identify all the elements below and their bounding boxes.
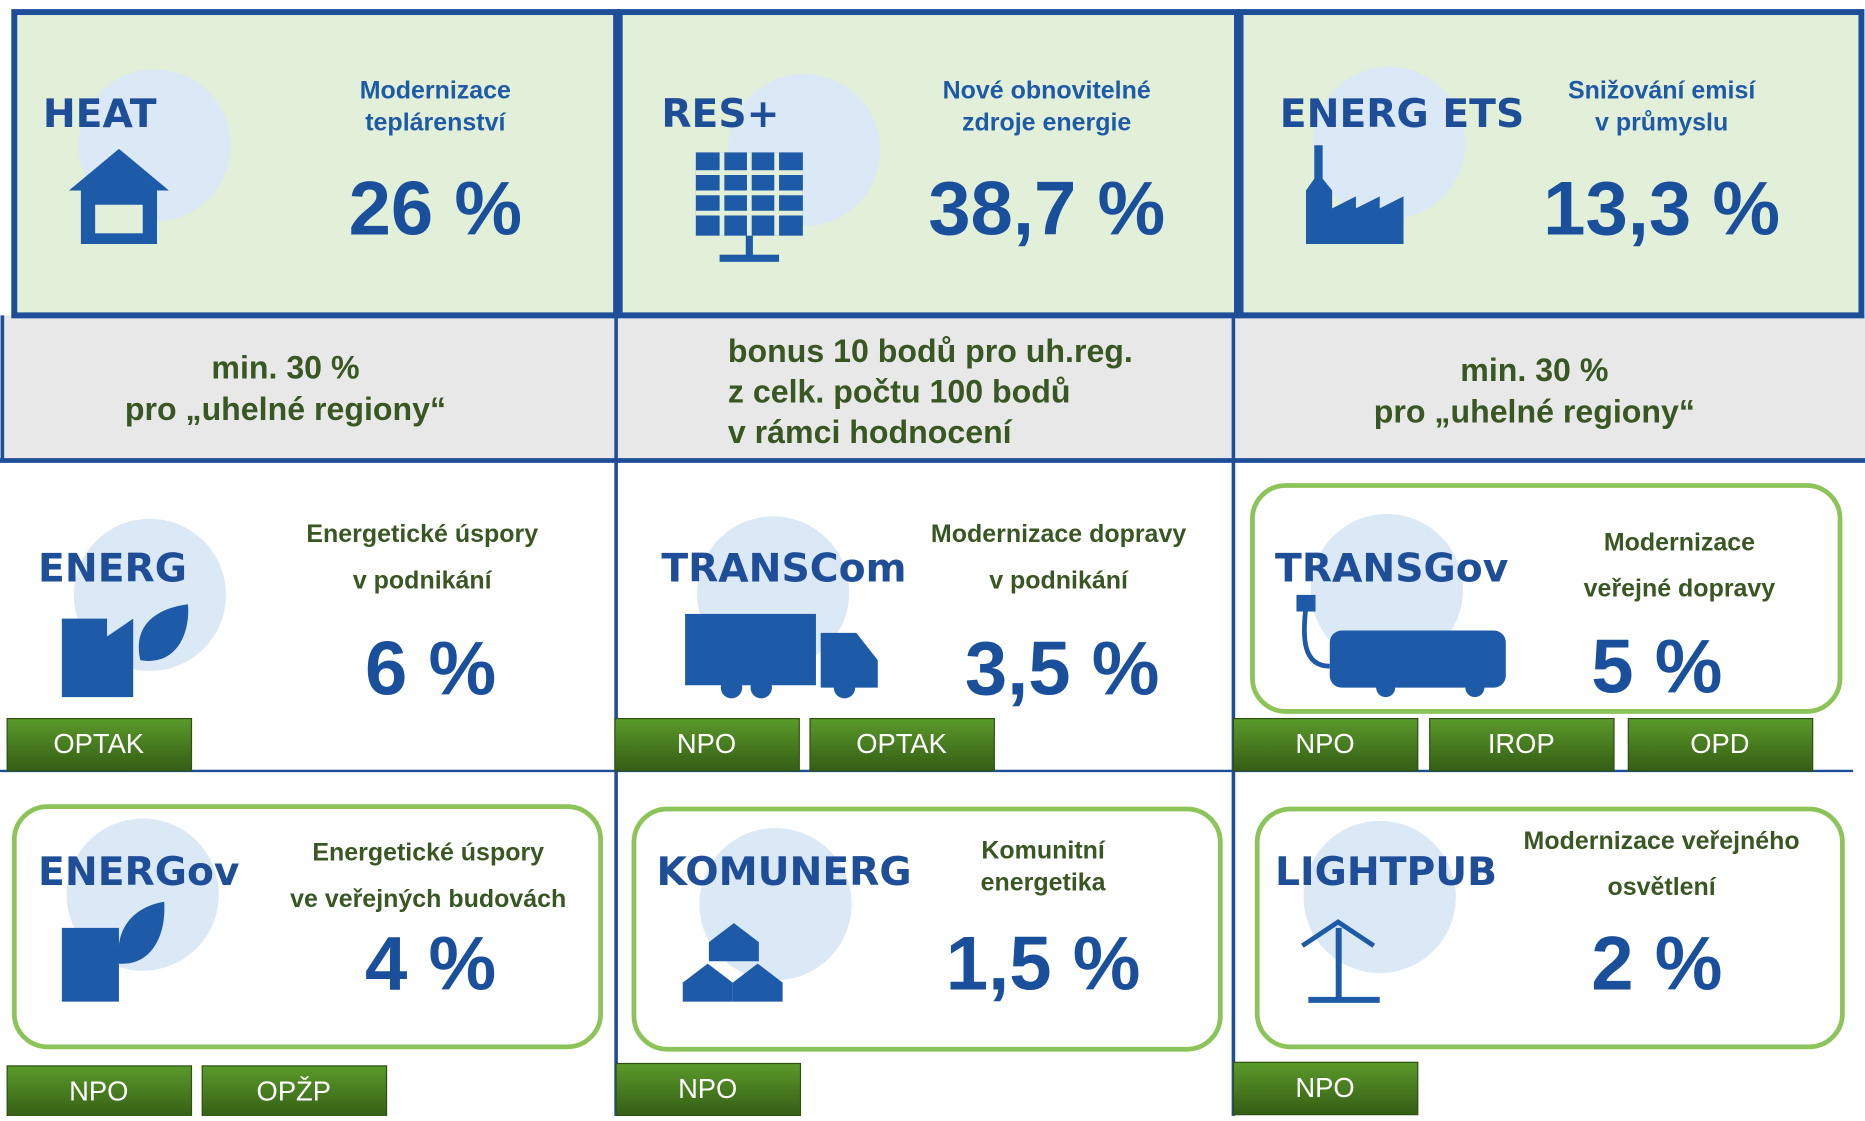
program-badge	[6, 1065, 193, 1119]
panel-code: RES+	[661, 92, 779, 137]
panel-description: Energetické úspory	[312, 839, 544, 867]
panel-share: 6 %	[365, 627, 496, 712]
panel-note: z celk. počtu 100 bodů	[728, 373, 1071, 409]
panel-outline	[631, 806, 1223, 1052]
panel-code: ENERG	[38, 547, 187, 592]
panel-code: ENERGov	[38, 850, 240, 895]
panel-description: teplárenství	[365, 108, 506, 136]
panel-code: TRANSGov	[1275, 547, 1509, 592]
panel-note: bonus 10 bodů pro uh.reg.	[728, 333, 1133, 369]
panel-description: osvětlení	[1607, 873, 1716, 901]
panel-share: 5 %	[1591, 624, 1722, 709]
panel-description: v průmyslu	[1595, 108, 1728, 136]
program-label: NPO	[1295, 728, 1354, 759]
panel-code: KOMUNERG	[657, 850, 912, 895]
panel-share: 38,7 %	[928, 166, 1165, 251]
panel-share: 13,3 %	[1543, 166, 1780, 251]
panel-description: Modernizace	[360, 76, 511, 104]
panel-description: Modernizace	[1604, 528, 1755, 556]
program-label: OPD	[1690, 728, 1749, 759]
panel-description: zdroje energie	[962, 108, 1131, 136]
program-label: OPTAK	[53, 728, 144, 759]
panel-description: v podnikání	[353, 566, 493, 594]
program-badge	[1429, 717, 1615, 772]
program-label: NPO	[69, 1075, 128, 1106]
panel-outline	[11, 804, 604, 1050]
panel-note: min. 30 %	[211, 350, 359, 386]
panel-share: 3,5 %	[965, 627, 1160, 712]
panel-description: Modernizace dopravy	[931, 520, 1186, 548]
panel-code: HEAT	[43, 92, 157, 137]
program-label: IROP	[1488, 728, 1555, 759]
panel-outline	[1254, 806, 1845, 1050]
panel-description: Komunitní	[981, 836, 1105, 864]
panel-description: Energetické úspory	[306, 520, 538, 548]
program-badge	[1232, 1061, 1419, 1116]
note-band	[0, 315, 1865, 461]
panel-code: TRANSCom	[661, 547, 906, 592]
panel-share: 26 %	[349, 166, 522, 251]
panel-description: ve veřejných budovách	[290, 885, 566, 913]
program-badge	[1627, 717, 1814, 772]
program-label: NPO	[678, 1073, 737, 1104]
panel-description: v podnikání	[989, 566, 1129, 594]
program-badge	[201, 1065, 388, 1119]
panel-note: pro „uhelné regiony“	[1374, 394, 1695, 430]
program-badge	[615, 1062, 802, 1117]
program-badge	[809, 717, 995, 772]
panel-share: 4 %	[365, 922, 496, 1007]
panel-code: ENERG ETS	[1280, 92, 1524, 137]
program-label: NPO	[677, 728, 736, 759]
panel-note: min. 30 %	[1460, 352, 1608, 388]
panel-description: energetika	[981, 868, 1107, 896]
panel-share: 2 %	[1591, 922, 1722, 1007]
panel-description: veřejné dopravy	[1584, 575, 1776, 603]
icons	[61, 145, 1506, 1003]
panel-description: Nové obnovitelné	[943, 76, 1151, 104]
program-badge	[6, 717, 193, 772]
program-badge	[1232, 717, 1419, 772]
program-label: OPŽP	[257, 1075, 331, 1106]
program-label: NPO	[1295, 1072, 1354, 1103]
program-label: OPTAK	[856, 728, 947, 759]
panel-share: 1,5 %	[946, 922, 1141, 1007]
panel-note: v rámci hodnocení	[728, 414, 1013, 450]
panel-description: Snižování emisí	[1568, 76, 1756, 104]
panel-code: LIGHTPUB	[1275, 850, 1497, 895]
panel-note: pro „uhelné regiony“	[125, 391, 446, 427]
panel-outline	[1250, 483, 1843, 714]
panel-description: Modernizace veřejného	[1524, 827, 1800, 855]
program-badge	[614, 717, 800, 772]
